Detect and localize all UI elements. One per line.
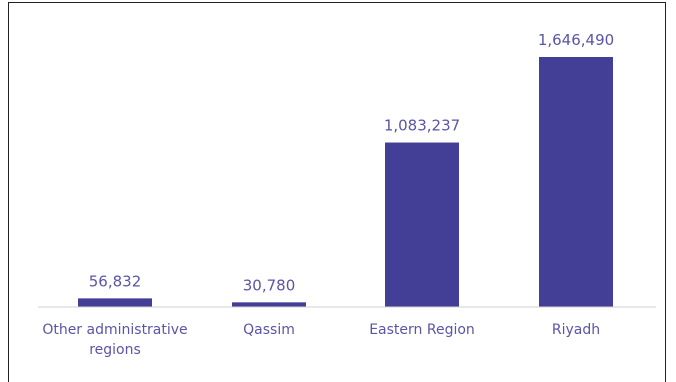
value-labels-group: 56,832 30,780 1,083,237 1,646,490 [89,31,614,294]
category-label-2: Eastern Region [369,322,475,338]
value-label-3: 1,646,490 [538,31,614,49]
value-label-2: 1,083,237 [384,117,460,135]
chart-frame [8,2,666,382]
bar-1 [232,302,306,307]
category-label-0-line-1: regions [89,342,141,358]
bars-group [78,57,613,307]
category-label-0-line-0: Other administrative [42,322,187,338]
category-labels-group: Other administrative regions Qassim Eastern… [42,322,600,358]
bar-3 [539,57,613,307]
value-label-1: 30,780 [243,276,296,294]
bar-2 [385,142,459,307]
bar-0 [78,298,152,307]
category-label-1: Qassim [243,322,295,338]
bar-chart: 56,832 30,780 1,083,237 1,646,490 Other adm… [38,31,656,358]
category-label-3: Riyadh [552,322,600,338]
value-label-0: 56,832 [89,272,142,290]
